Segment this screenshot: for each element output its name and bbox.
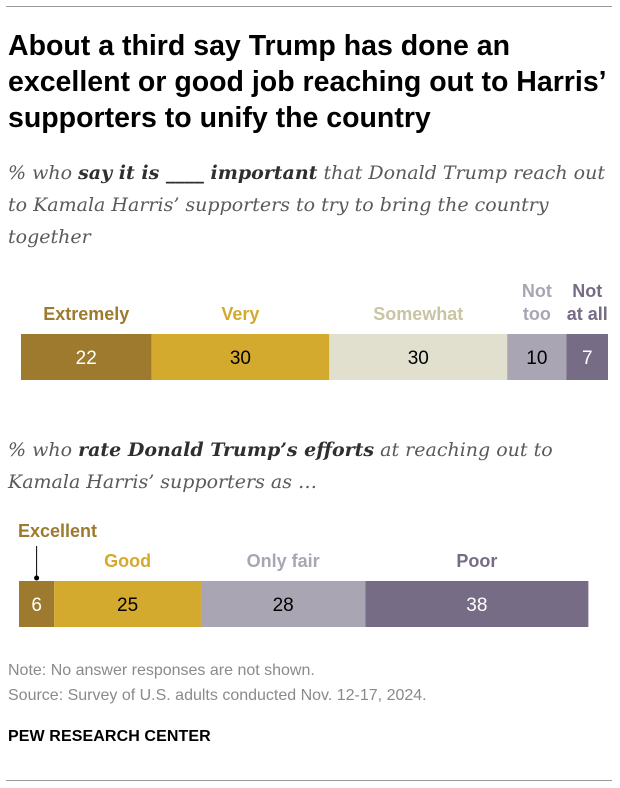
chart2-subtitle-pre: % who (8, 439, 79, 461)
category-label-not-too-line-2: too (523, 304, 551, 324)
category-label-somewhat: Somewhat (373, 304, 463, 324)
note-text: Note: No answer responses are not shown. (8, 662, 315, 679)
chart1-subtitle-pre: % who (8, 162, 79, 184)
data-label-not-too: 10 (526, 348, 547, 369)
bar-segment-only-fair (200, 581, 366, 627)
chart1-subtitle-bold: say it is ____ important (78, 162, 318, 184)
ratings-stacked-bar-chart: 6 Excellent 25 Good 28 Only fair 38 Poor (18, 521, 589, 627)
chart-title: About a third say Trump has done an exce… (8, 30, 606, 134)
category-label-good: Good (104, 551, 151, 571)
bar-segment-not-at-all (566, 334, 608, 380)
data-label-extremely: 22 (76, 348, 97, 369)
chart2-subtitle: % who rate Donald Trump’s efforts at rea… (8, 434, 608, 498)
excellent-leader-dot (34, 575, 40, 581)
data-label-only-fair: 28 (273, 595, 294, 616)
bar-segment-very (151, 334, 330, 380)
bar-segment-poor (365, 581, 589, 627)
category-label-poor: Poor (456, 551, 497, 571)
bar-segment-not-too (507, 334, 567, 380)
bottom-rule (6, 780, 612, 781)
chart2-subtitle-post: at reaching out to Kamala Harris’ suppor… (8, 439, 553, 493)
bar-segment-somewhat (329, 334, 508, 380)
category-label-extremely: Extremely (43, 304, 129, 324)
data-label-excellent: 6 (31, 595, 42, 616)
bar-segment-extremely (21, 334, 152, 380)
top-rule (6, 6, 612, 7)
data-label-very: 30 (230, 348, 251, 369)
category-label-excellent: Excellent (18, 521, 97, 541)
pew-research-center-logo-text: PEW RESEARCH CENTER (8, 728, 211, 745)
bar-segment-good (54, 581, 201, 627)
category-label-very: Very (221, 304, 259, 324)
importance-stacked-bar-chart: 22Extremely30Very30Somewhat10Nottoo7Nota… (21, 281, 608, 380)
bar-segment-excellent (19, 581, 55, 627)
category-label-not-too-line-1: Not (522, 281, 552, 301)
data-label-good: 25 (117, 595, 138, 616)
chart1-subtitle: % who say it is ____ important that Dona… (8, 157, 608, 253)
category-label-only-fair: Only fair (247, 551, 320, 571)
chart2-subtitle-bold: rate Donald Trump’s efforts (78, 439, 375, 461)
data-label-somewhat: 30 (408, 348, 429, 369)
data-label-poor: 38 (466, 595, 487, 616)
chart1-subtitle-post: that Donald Trump reach out to Kamala Ha… (8, 162, 605, 248)
category-label-not-at-all-line-1: Not (572, 281, 602, 301)
category-label-not-at-all-line-2: at all (567, 304, 608, 324)
data-label-not-at-all: 7 (582, 348, 593, 369)
source-text: Source: Survey of U.S. adults conducted … (8, 687, 427, 704)
